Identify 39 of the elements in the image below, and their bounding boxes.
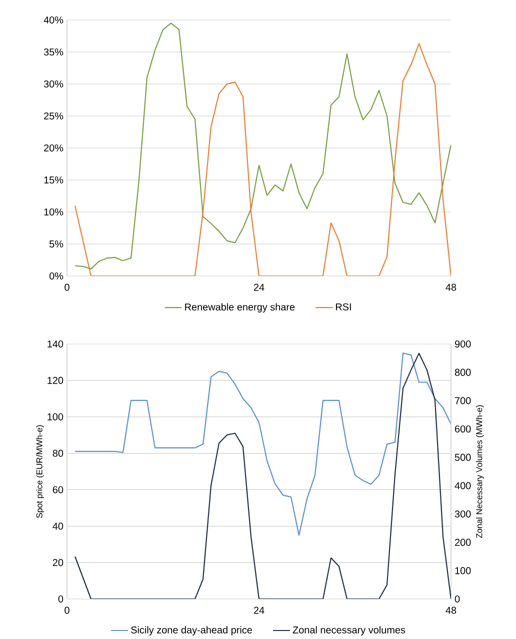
x-tick-label: 24	[254, 606, 264, 614]
legend-label: Renewable energy share	[185, 303, 295, 312]
y-tick-label: 10%	[44, 208, 64, 216]
x-tick-label: 0	[64, 606, 70, 614]
y-axis-title: Spot price (EUR/MWh-e)	[36, 425, 44, 518]
y2-tick-label: 800	[454, 368, 471, 376]
y-tick-label: 60	[52, 486, 64, 494]
y-tick-label: 120	[48, 376, 64, 384]
y-tick-label: 25%	[44, 112, 64, 120]
x-tick-label: 48	[446, 284, 456, 291]
y2-tick-label: 900	[454, 340, 471, 348]
y-tick-label: 80	[52, 450, 64, 457]
y2-tick-label: 400	[454, 482, 471, 490]
y-tick-label: 30%	[44, 80, 64, 88]
y2-tick-label: 500	[454, 454, 471, 461]
y-tick-label: 20	[52, 559, 64, 566]
y-tick-label: 100	[48, 413, 64, 420]
x-tick-label: 48	[446, 606, 456, 614]
y-tick-label: 40	[52, 522, 64, 530]
y2-tick-label: 200	[455, 538, 471, 546]
y2-tick-label: 300	[454, 510, 471, 518]
y-tick-label: 40%	[44, 16, 64, 24]
y-tick-label: 5%	[49, 240, 64, 248]
y-tick-label: 0%	[49, 272, 64, 280]
y-tick-label: 20%	[44, 144, 64, 152]
y2-axis-title: Zonal Necessary Volumes (MWh-e)	[476, 405, 484, 538]
y-tick-label: 15%	[44, 176, 64, 184]
y2-tick-label: 0	[454, 595, 460, 603]
y2-tick-label: 600	[455, 425, 471, 433]
x-tick-label: 0	[64, 284, 70, 291]
y2-tick-label: 100	[455, 567, 471, 574]
legend-label: Sicily zone day-ahead price	[131, 626, 252, 636]
y-tick-label: 140	[48, 340, 64, 348]
y2-tick-label: 700	[455, 397, 471, 404]
legend-label: RSI	[336, 303, 351, 310]
legend-label: Zonal necessary volumes	[292, 626, 406, 636]
y-tick-label: 35%	[44, 48, 64, 56]
x-tick-label: 24	[254, 284, 264, 291]
y-tick-label: 0	[58, 595, 64, 603]
